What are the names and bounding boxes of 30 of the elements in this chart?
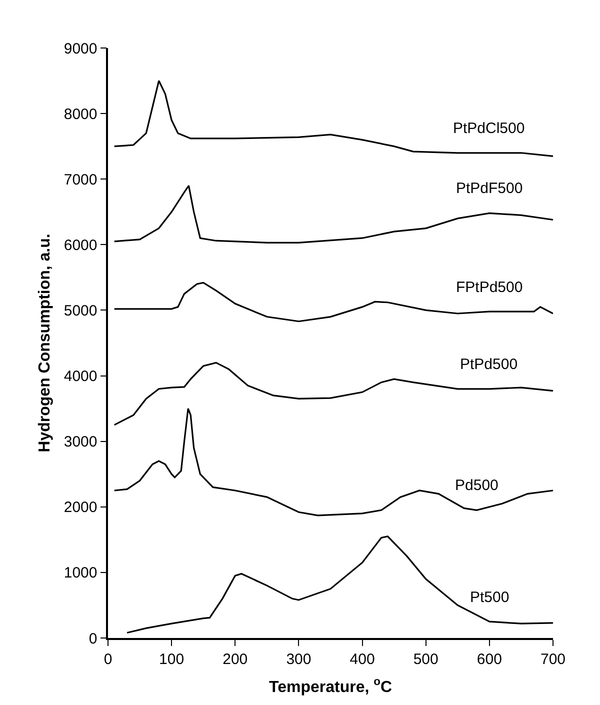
y-tick-label: 9000 <box>64 40 98 58</box>
y-tick-label: 1000 <box>64 564 98 582</box>
x-tick-label: 400 <box>350 650 375 668</box>
y-tick-label: 7000 <box>64 171 98 188</box>
series-label: PtPdCl500 <box>453 120 525 137</box>
y-tick-label: 2000 <box>64 499 98 516</box>
y-tick-label: 8000 <box>64 106 98 123</box>
x-tick-label: 700 <box>540 650 566 668</box>
series-label: Pt500 <box>470 589 510 606</box>
x-axis-title: Temperature, $^{o}$C <box>268 676 392 696</box>
y-tick-label: 4000 <box>64 368 98 386</box>
series-label: PtPdF500 <box>456 180 523 197</box>
x-tick-label: 0 <box>104 650 112 668</box>
series-label: FPtPd500 <box>456 279 523 296</box>
x-tick-label: 300 <box>286 650 312 668</box>
x-tick-label: 200 <box>222 650 248 668</box>
series-label: PtPd500 <box>460 356 518 373</box>
y-tick-label: 5000 <box>64 302 98 320</box>
x-tick-label: 100 <box>159 650 184 668</box>
line-series <box>114 80 553 157</box>
y-axis-title: Hydrogen Consumption, a.u. <box>36 234 54 452</box>
series-label: Pd500 <box>455 477 498 494</box>
y-tick-label: 3000 <box>64 434 98 451</box>
x-tick-label: 600 <box>476 650 502 668</box>
line-series <box>114 282 553 322</box>
line-series <box>114 408 553 516</box>
line-series <box>126 536 553 634</box>
y-tick-label: 0 <box>88 630 98 648</box>
y-tick-label: 6000 <box>64 236 98 254</box>
x-tick-label: 500 <box>413 650 438 668</box>
